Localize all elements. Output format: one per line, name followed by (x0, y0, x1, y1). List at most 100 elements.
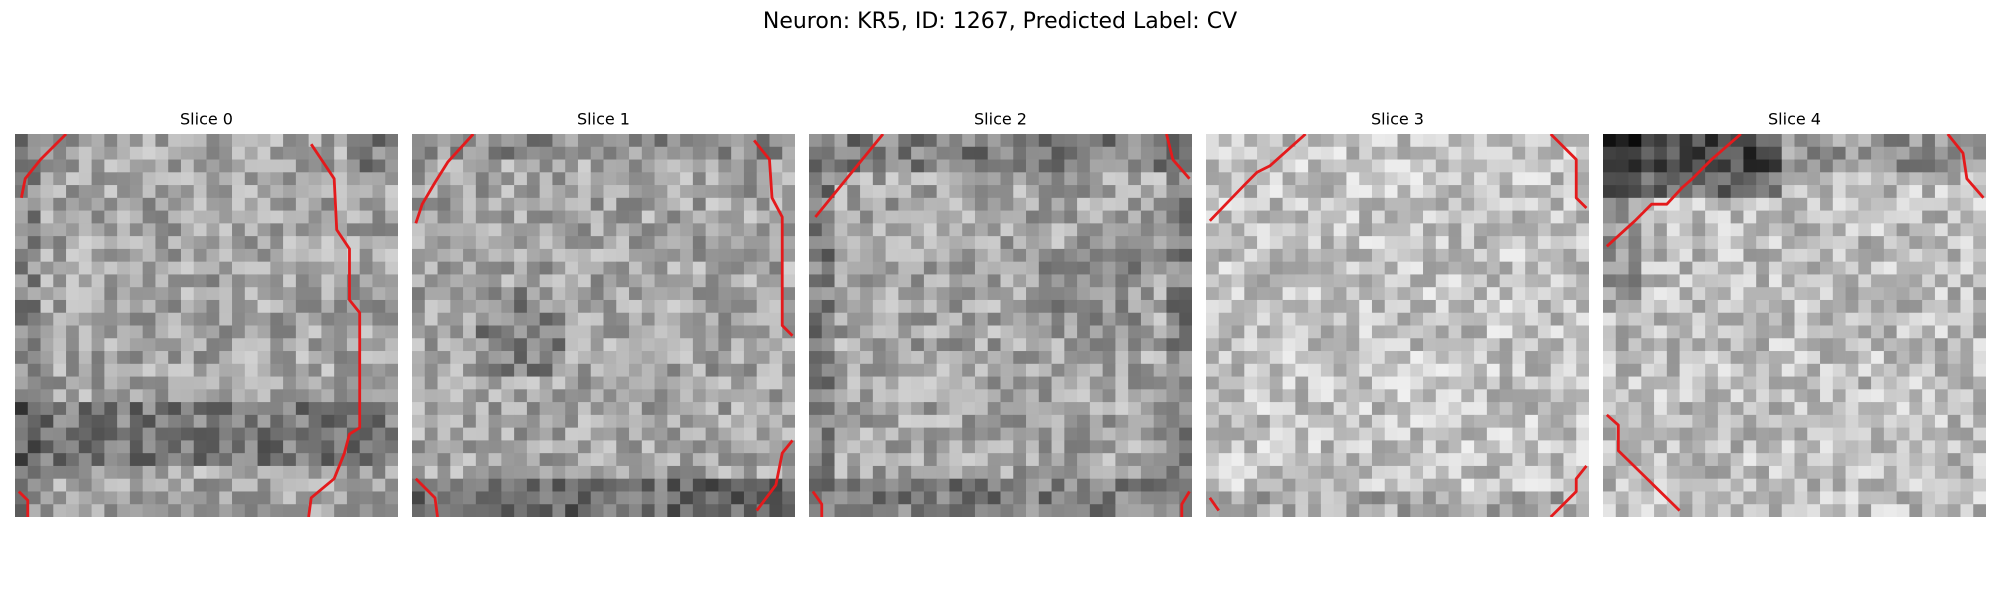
pixel (475, 159, 489, 173)
pixel (667, 248, 681, 263)
pixel (129, 287, 144, 301)
pixel (860, 299, 874, 314)
pixel (78, 248, 92, 263)
pixel (1550, 440, 1564, 454)
pixel (1115, 351, 1129, 365)
pixel (1115, 210, 1129, 224)
pixel (1000, 389, 1014, 403)
pixel (346, 185, 361, 199)
pixel (1115, 134, 1129, 148)
pixel (1871, 376, 1885, 390)
pixel (705, 172, 719, 186)
pixel (219, 287, 233, 301)
pixel (1934, 248, 1949, 263)
pixel (1140, 210, 1155, 224)
pixel (193, 172, 207, 186)
pixel (1423, 210, 1437, 224)
pixel (1973, 134, 1986, 148)
pixel (1858, 185, 1872, 199)
pixel (756, 389, 770, 403)
pixel (142, 274, 156, 288)
pixel (488, 491, 502, 505)
pixel (552, 287, 566, 301)
pixel (718, 363, 732, 377)
pixel (1000, 172, 1014, 186)
pixel (539, 427, 553, 441)
pixel (885, 363, 899, 377)
pixel (1308, 248, 1322, 263)
pixel (168, 376, 182, 390)
pixel (769, 274, 783, 288)
pixel (1603, 465, 1617, 480)
pixel (514, 453, 528, 467)
pixel (692, 159, 707, 173)
pixel (372, 248, 386, 263)
pixel (577, 402, 592, 416)
pixel (1705, 261, 1719, 275)
pixel (1537, 210, 1552, 224)
pixel (1705, 274, 1719, 288)
pixel (1089, 197, 1104, 211)
pixel (1384, 363, 1398, 377)
pixel (1768, 504, 1783, 517)
pixel (117, 363, 131, 377)
pixel (1641, 146, 1655, 160)
pixel (142, 453, 156, 467)
pixel (66, 261, 80, 275)
pixel (1231, 236, 1245, 250)
pixel (78, 504, 92, 517)
pixel (962, 299, 976, 314)
pixel (66, 197, 80, 211)
pixel (1692, 134, 1706, 148)
pixel (1346, 338, 1360, 352)
pixel (1077, 453, 1091, 467)
pixel (66, 465, 80, 480)
pixel (1832, 453, 1846, 467)
pixel (1743, 414, 1757, 429)
pixel (1397, 287, 1411, 301)
pixel (809, 478, 823, 492)
pixel (1717, 185, 1732, 199)
pixel (1628, 185, 1642, 199)
pixel (514, 389, 528, 403)
pixel (1410, 478, 1424, 492)
pixel (53, 402, 67, 416)
pixel (1244, 210, 1258, 224)
pixel (1654, 134, 1668, 148)
pixel (501, 185, 515, 199)
pixel (1717, 159, 1732, 173)
pixel (1705, 287, 1719, 301)
pixel (1781, 172, 1795, 186)
pixel (463, 465, 477, 480)
pixel (1845, 402, 1859, 416)
pixel (680, 338, 694, 352)
pixel (1807, 338, 1821, 352)
pixel (782, 248, 795, 263)
pixel (1871, 402, 1885, 416)
pixel (1807, 223, 1821, 237)
pixel (1858, 287, 1872, 301)
pixel (962, 248, 976, 263)
pixel (1423, 427, 1437, 441)
pixel (1371, 440, 1386, 454)
pixel (1179, 465, 1192, 480)
pixel (257, 197, 271, 211)
pixel (1153, 236, 1167, 250)
pixel (1397, 351, 1411, 365)
pixel (949, 185, 963, 199)
pixel (1000, 236, 1014, 250)
pixel (731, 134, 745, 148)
pixel (629, 389, 643, 403)
pixel (321, 376, 335, 390)
pixel (193, 312, 207, 326)
pixel (1537, 134, 1552, 148)
pixel (1038, 491, 1052, 505)
pixel (1231, 414, 1245, 429)
pixel (359, 134, 373, 148)
pixel (1346, 299, 1360, 314)
pixel (1461, 427, 1475, 441)
pixel (1794, 299, 1808, 314)
pixel (821, 274, 835, 288)
pixel (1641, 287, 1655, 301)
pixel (1563, 172, 1577, 186)
